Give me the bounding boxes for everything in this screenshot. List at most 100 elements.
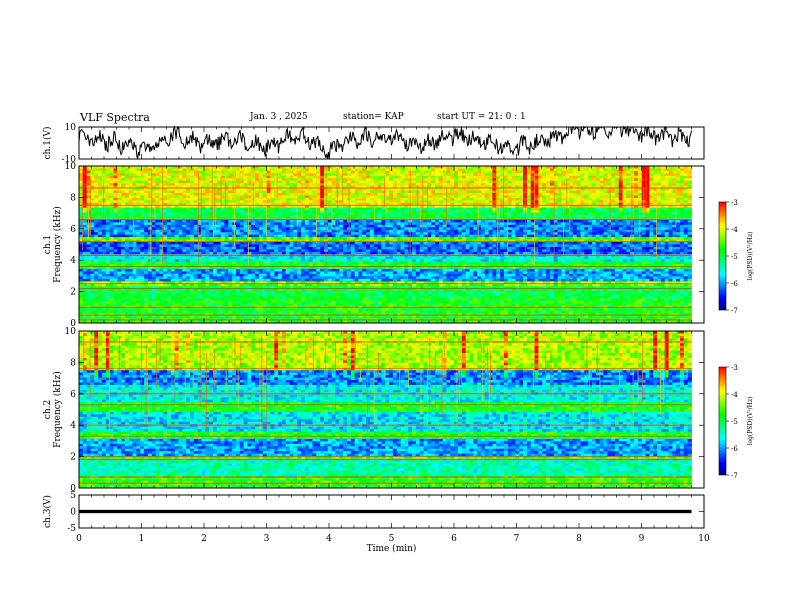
spectrogram-cell bbox=[553, 237, 558, 240]
spectrogram-cell bbox=[170, 178, 176, 182]
spectrogram-cell bbox=[389, 200, 394, 204]
spectrogram-cell bbox=[197, 237, 202, 240]
spectrogram-cell bbox=[565, 232, 570, 236]
spectrogram-cell bbox=[121, 175, 126, 179]
spectrogram-cell bbox=[423, 234, 428, 238]
spectrogram-cell bbox=[404, 188, 409, 191]
spectrogram-cell bbox=[683, 178, 689, 182]
spectrogram-cell bbox=[400, 222, 405, 226]
spectrogram-cell bbox=[530, 175, 535, 179]
spectrogram-cell bbox=[343, 185, 348, 189]
spectrogram-cell bbox=[381, 212, 386, 216]
spectrogram-cell bbox=[159, 175, 164, 179]
spectrogram-cell bbox=[205, 207, 210, 211]
spectrogram-cell bbox=[308, 183, 313, 187]
spectrogram-cell bbox=[653, 166, 658, 169]
spectrogram-cell bbox=[668, 180, 673, 184]
spectrogram-cell bbox=[569, 170, 574, 174]
spectrogram-cell bbox=[614, 200, 620, 204]
spectrogram-cell bbox=[477, 197, 482, 201]
spectrogram-cell bbox=[167, 227, 172, 231]
spectrogram-cell bbox=[450, 237, 455, 240]
spectrogram-cell bbox=[672, 224, 677, 228]
spectrogram-cell bbox=[247, 224, 252, 228]
spectrogram-cell bbox=[258, 197, 264, 201]
spectrogram-cell bbox=[404, 168, 409, 172]
spectrogram-cell bbox=[385, 227, 390, 231]
spectrogram-cell bbox=[285, 180, 290, 184]
spectrogram-cell bbox=[465, 197, 470, 201]
spectrogram-cell bbox=[477, 234, 482, 238]
spectrogram-cell bbox=[117, 234, 122, 238]
spectrogram-cell bbox=[683, 215, 689, 218]
spectrogram-cell bbox=[503, 219, 509, 223]
spectrogram-cell bbox=[124, 192, 130, 196]
spectrogram-cell bbox=[622, 170, 627, 174]
spectrogram-cell bbox=[381, 207, 386, 211]
spectrogram-cell bbox=[113, 183, 118, 187]
spectrogram-cell bbox=[611, 195, 616, 199]
spectrogram-cell bbox=[500, 185, 505, 189]
spectrogram-cell bbox=[350, 175, 356, 179]
spectrogram-cell bbox=[297, 207, 302, 211]
spectrogram-cell bbox=[484, 166, 490, 169]
spectrogram-cell bbox=[281, 232, 287, 236]
spectrogram-cell bbox=[404, 222, 409, 226]
spectrogram-cell bbox=[442, 180, 447, 184]
spectrogram-cell bbox=[465, 217, 470, 221]
spectrogram-cell bbox=[507, 168, 512, 172]
spectrogram-cell bbox=[235, 237, 241, 240]
spectrogram-cell bbox=[469, 222, 474, 226]
spectrogram-cell bbox=[159, 222, 164, 226]
spectrogram-cell bbox=[442, 219, 447, 223]
spectrogram-cell bbox=[511, 200, 516, 204]
spectrogram-cell bbox=[431, 168, 436, 172]
spectrogram-cell bbox=[438, 190, 444, 194]
spectrogram-cell bbox=[515, 234, 520, 238]
spectrogram-cell bbox=[354, 215, 359, 218]
spectrogram-cell bbox=[492, 183, 497, 187]
spectrogram-cell bbox=[469, 190, 474, 194]
spectrogram-cell bbox=[591, 195, 597, 199]
spectrogram-cell bbox=[331, 222, 336, 226]
spectrogram-cell bbox=[457, 200, 463, 204]
spectrogram-cell bbox=[201, 212, 206, 216]
spectrogram-cell bbox=[611, 185, 616, 189]
spectrogram-cell bbox=[109, 205, 114, 209]
spectrogram-cell bbox=[128, 173, 133, 177]
spectrogram-cell bbox=[339, 173, 344, 177]
spectrogram-cell bbox=[239, 234, 245, 238]
spectrogram-cell bbox=[450, 175, 455, 179]
spectrogram-cell bbox=[366, 222, 371, 226]
spectrogram-cell bbox=[90, 234, 95, 238]
spectrogram-cell bbox=[477, 215, 482, 218]
spectrogram-cell bbox=[121, 166, 126, 169]
spectrogram-cell bbox=[293, 178, 298, 182]
spectrogram-cell bbox=[289, 185, 294, 189]
spectrogram-cell bbox=[297, 190, 302, 194]
chart-title: VLF Spectra bbox=[80, 111, 150, 124]
spectrogram-cell bbox=[611, 197, 616, 201]
spectrogram-cell bbox=[113, 224, 118, 228]
spectrogram-cell bbox=[542, 197, 547, 201]
spectrogram-cell bbox=[404, 217, 409, 221]
spectrogram-cell bbox=[82, 205, 88, 209]
spectrogram-cell bbox=[645, 205, 650, 209]
spectrogram-cell bbox=[645, 166, 650, 169]
spectrogram-cell bbox=[224, 185, 229, 189]
spectrogram-cell bbox=[385, 207, 390, 211]
spectrogram-cell bbox=[622, 224, 627, 228]
spectrogram-cell bbox=[281, 219, 287, 223]
spectrogram-cell bbox=[572, 183, 578, 187]
spectrogram-cell bbox=[258, 205, 264, 209]
spectrogram-cell bbox=[546, 234, 551, 238]
spectrogram-cell bbox=[381, 232, 386, 236]
spectrogram-cell bbox=[584, 202, 589, 206]
spectrogram-cell bbox=[557, 207, 562, 211]
spectrogram-cell bbox=[220, 175, 225, 179]
spectrogram-cell bbox=[316, 229, 321, 233]
spectrogram-cell bbox=[668, 232, 673, 236]
spectrogram-cell bbox=[354, 166, 359, 169]
spectrogram-cell bbox=[285, 178, 290, 182]
spectrogram-cell bbox=[205, 200, 210, 204]
